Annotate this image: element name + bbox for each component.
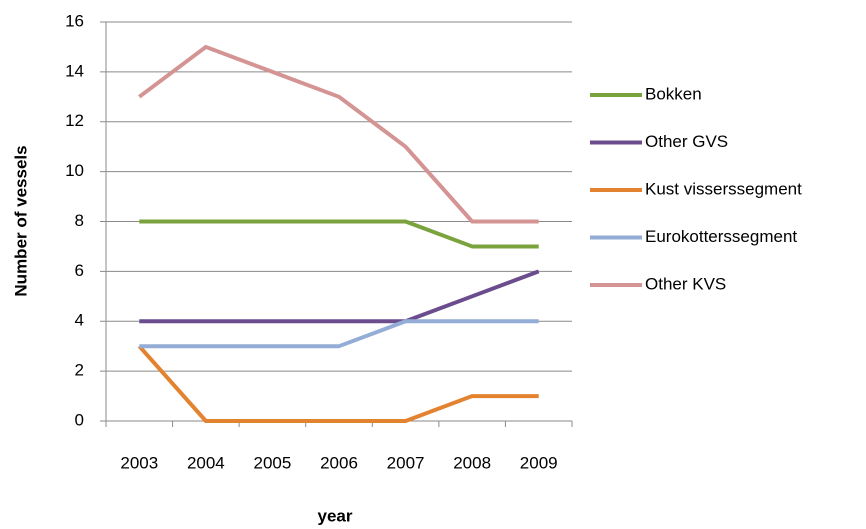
y-tick-label: 14 <box>65 61 84 80</box>
x-tick-label: 2008 <box>453 453 491 472</box>
x-tick-label: 2003 <box>120 453 158 472</box>
x-tick-label: 2005 <box>254 453 292 472</box>
series-line <box>139 319 539 349</box>
y-tick-label: 0 <box>75 410 84 429</box>
y-tick-label: 2 <box>75 361 84 380</box>
x-tick-label: 2004 <box>187 453 225 472</box>
series-line <box>137 344 539 423</box>
x-tick-label: 2009 <box>520 453 558 472</box>
y-tick-label: 8 <box>75 211 84 230</box>
y-tick-label: 10 <box>65 161 84 180</box>
y-tick-label: 12 <box>65 111 84 130</box>
legend-label: Other GVS <box>645 132 728 151</box>
y-tick-label: 6 <box>75 261 84 280</box>
x-tick-label: 2006 <box>320 453 358 472</box>
legend-label: Kust visserssegment <box>645 179 802 198</box>
legend-label: Eurokotterssegment <box>645 227 797 246</box>
series-line <box>138 44 539 224</box>
y-axis-title: Number of vessels <box>11 145 30 296</box>
series-line <box>139 269 540 324</box>
x-tick-label: 2007 <box>387 453 425 472</box>
series-line <box>139 219 539 249</box>
legend-label: Bokken <box>645 84 702 103</box>
y-tick-label: 16 <box>65 11 84 30</box>
legend-label: Other KVS <box>645 274 726 293</box>
y-tick-label: 4 <box>75 311 84 330</box>
x-axis-title: year <box>318 506 353 525</box>
